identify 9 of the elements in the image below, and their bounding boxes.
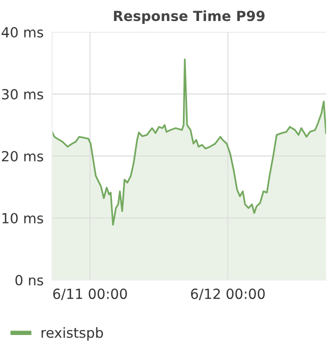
x-tick-label: 6/12 00:00 [191, 288, 265, 300]
legend-label: rexistspb [42, 327, 103, 341]
y-tick-label: 20 ms [2, 150, 44, 162]
y-tick-label: 40 ms [2, 27, 44, 38]
y-tick-label: 30 ms [2, 89, 44, 100]
y-tick-label: 10 ms [2, 212, 44, 224]
x-tick-label: 6/11 00:00 [53, 288, 127, 300]
chart-title: Response Time P99 [114, 10, 265, 24]
y-tick-label: 0 ns [15, 274, 44, 286]
